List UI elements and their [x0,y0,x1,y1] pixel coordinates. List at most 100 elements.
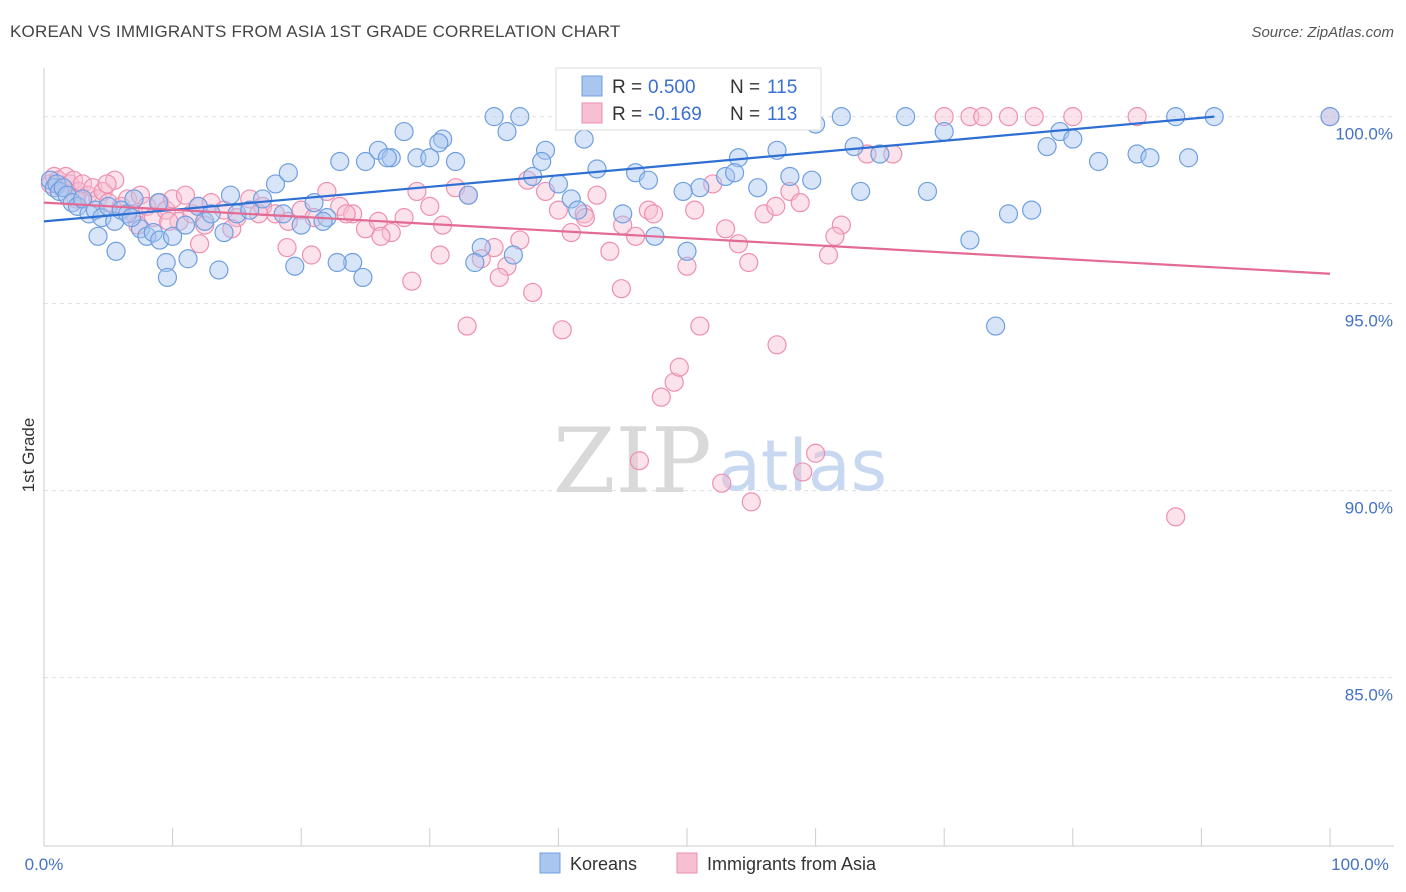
immigrants-point [805,443,826,463]
immigrants-point [793,462,813,482]
korean-point [420,148,440,168]
korean-point [327,252,347,273]
legend-swatch-immigrants [581,102,603,124]
korean-point [433,129,453,149]
korean-point [355,151,376,172]
immigrants-point [420,196,440,216]
korean-point [178,249,198,269]
korean-point [88,226,108,246]
bottom-legend-label-immigrants: Immigrants from Asia [707,854,877,874]
immigrants-point [998,107,1019,127]
korean-point [677,241,697,261]
korean-point [330,151,350,172]
korean-point [510,107,530,127]
immigrants-point [715,219,736,239]
korean-point [157,267,178,288]
korean-point [465,252,485,273]
korean-point [143,222,163,243]
immigrants-point [548,200,569,220]
korean-point [175,215,196,235]
legend-r-label-immigrants: R = [612,104,642,125]
immigrants-point [934,107,954,127]
korean-point [497,121,517,142]
immigrants-point [1127,107,1147,127]
y-axis-tick-labels: 85.0% 90.0% 95.0% 100.0% [1335,125,1393,705]
korean-point [503,245,523,265]
trend-lines [43,115,1331,275]
immigrants-point [457,316,477,336]
korean-point [313,211,333,231]
immigrants-point [741,492,761,512]
legend-n-value-koreans: 115 [767,77,797,98]
immigrants-point [190,234,210,254]
immigrants-point [611,279,632,299]
korean-point [1178,148,1199,168]
immigrants-point [175,185,196,205]
immigrants-point [163,189,183,209]
korean-point [291,215,311,235]
y-axis-label: 1st Grade [19,418,38,493]
korean-point [917,181,938,202]
korean-point [831,107,851,127]
immigrants-point [638,200,659,220]
legend-n-label-immigrants: N = [730,104,760,125]
korean-point [124,189,144,209]
immigrants-point [739,252,759,273]
korean-point [844,136,864,157]
bottom-legend-swatch-immigrants [676,852,698,874]
immigrants-point [973,107,993,127]
korean-point [1063,129,1083,149]
y-tick-label: 100.0% [1335,125,1393,144]
immigrants-point [517,170,538,190]
immigrants-point [669,357,689,377]
immigrants-point [1024,107,1044,127]
korean-point [163,226,183,246]
immigrants-point [587,185,607,205]
watermark-zip: ZIP [553,409,712,514]
immigrants-point [831,215,851,235]
immigrants-point [489,267,509,288]
x-tick-label-min: 0.0% [25,855,64,874]
koreans-trend-line [43,115,1215,223]
immigrants-trend-line [43,201,1331,275]
korean-point [960,230,980,250]
korean-point [1140,148,1160,168]
korean-point [532,151,552,172]
immigrants-point [766,196,786,216]
korean-point [1320,107,1340,127]
immigrants-point [371,226,391,246]
korean-point [377,148,397,168]
immigrants-point [381,222,401,243]
korean-point [548,174,569,194]
korean-point [934,121,954,142]
bottom-legend: Koreans Immigrants from Asia [539,852,877,874]
korean-point [353,267,373,288]
korean-point [724,163,745,183]
immigrants-point [651,387,671,407]
watermark: ZIP atlas [553,409,887,514]
korean-point [673,181,693,202]
korean-point [690,178,710,198]
chart-title: KOREAN VS IMMIGRANTS FROM ASIA 1ST GRADE… [10,22,621,41]
immigrants-point [825,226,845,246]
korean-point [445,151,466,172]
korean-point [285,256,305,276]
immigrants-point [552,320,572,340]
source-label: Source: ZipAtlas.com [1251,24,1394,41]
korean-point [253,189,273,209]
korean-point [802,170,822,190]
immigrants-point [301,245,322,265]
bottom-legend-swatch-koreans [539,852,561,874]
immigrants-point [430,245,450,265]
korean-point [209,260,229,280]
korean-point [1088,151,1109,172]
korean-point [1022,200,1042,220]
bottom-legend-label-koreans: Koreans [570,854,637,874]
korean-point [613,204,633,224]
immigrants-point [600,241,620,261]
korean-point [851,181,871,202]
immigrants-point [677,256,697,276]
immigrants-point [277,237,297,258]
legend-r-value-koreans: 0.500 [648,77,696,98]
